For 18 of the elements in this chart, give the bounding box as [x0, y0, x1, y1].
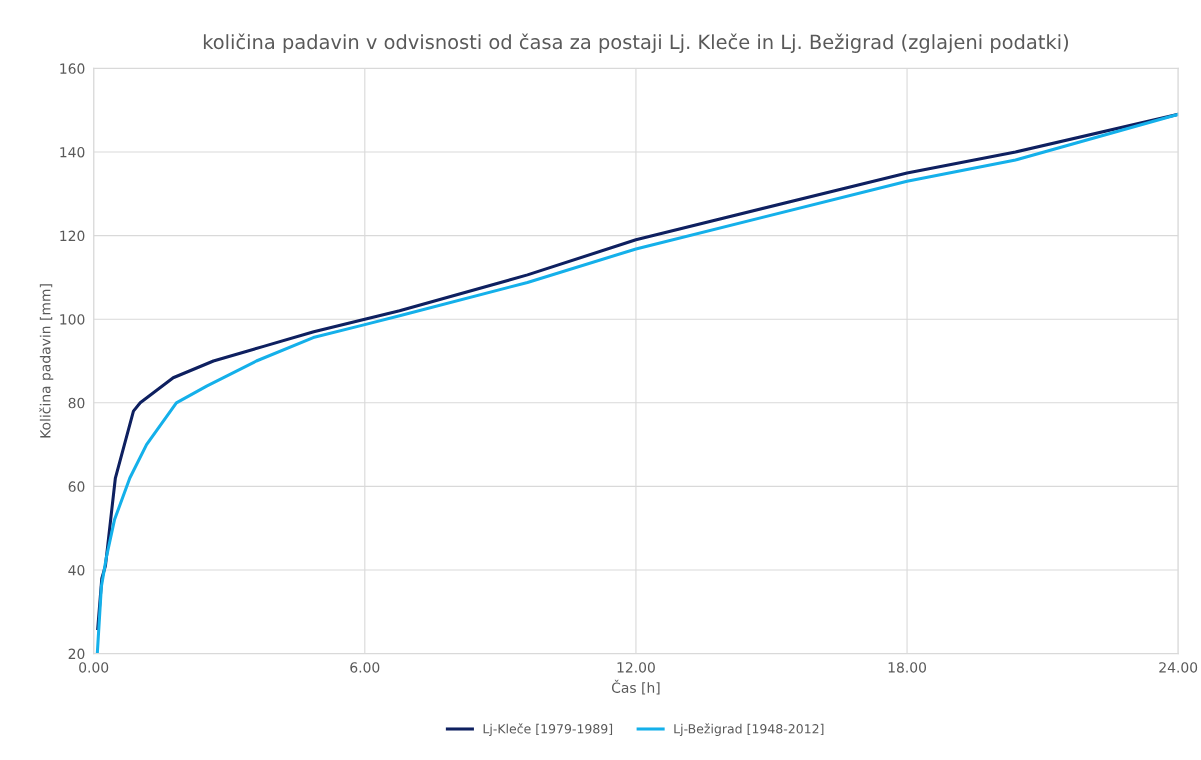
x-tick-label: 12.00	[617, 662, 655, 673]
legend-label: Lj-Kleče [1979-1989]	[483, 723, 613, 736]
x-axis-title: Čas [h]	[611, 679, 660, 695]
y-tick-label: 80	[68, 397, 85, 409]
y-tick-label: 60	[68, 481, 85, 492]
y-tick-label: 120	[60, 230, 85, 242]
y-tick-label: 140	[60, 146, 85, 158]
y-tick-label: 40	[68, 564, 85, 576]
chart-title: količina padavin v odvisnosti od časa za postaji Lj. Kleče in Lj. Bežigrad (zglajeni podatki)	[203, 33, 1069, 53]
x-tick-label: 24.00	[1159, 662, 1198, 673]
legend-label: Lj-Bežigrad [1948-2012]	[674, 723, 824, 736]
y-axis-title: Količina padavin [mm]	[39, 284, 54, 438]
x-tick-label: 0.00	[79, 662, 109, 673]
y-tick-label: 100	[60, 314, 85, 325]
y-tick-label: 20	[68, 648, 85, 660]
y-tick-label: 160	[60, 63, 85, 74]
x-tick-label: 18.00	[888, 662, 927, 673]
x-tick-label: 6.00	[350, 662, 380, 673]
